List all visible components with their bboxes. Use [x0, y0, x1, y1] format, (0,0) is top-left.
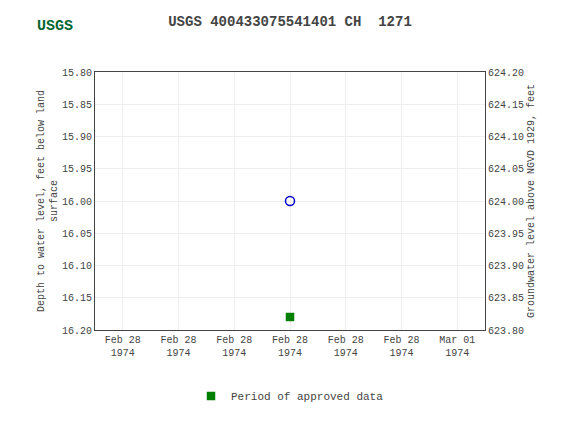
svg-text:15.95: 15.95 — [62, 164, 92, 175]
svg-text:Groundwater level above NGVD 1: Groundwater level above NGVD 1929, feet — [526, 84, 537, 318]
svg-text:16.20: 16.20 — [62, 326, 92, 337]
svg-text:624.10: 624.10 — [488, 132, 524, 143]
svg-text:624.00: 624.00 — [488, 197, 524, 208]
svg-text:Feb 281974: Feb 281974 — [383, 335, 419, 359]
svg-text:16.00: 16.00 — [62, 197, 92, 208]
svg-text:624.05: 624.05 — [488, 164, 524, 175]
svg-text:15.90: 15.90 — [62, 132, 92, 143]
svg-text:16.10: 16.10 — [62, 261, 92, 272]
svg-text:Period of approved data: Period of approved data — [231, 391, 383, 403]
svg-text:623.95: 623.95 — [488, 229, 524, 240]
svg-text:Feb 281974: Feb 281974 — [105, 335, 141, 359]
svg-text:16.15: 16.15 — [62, 293, 92, 304]
svg-text:Feb 281974: Feb 281974 — [161, 335, 197, 359]
svg-text:624.15: 624.15 — [488, 100, 524, 111]
svg-text:Feb 281974: Feb 281974 — [272, 335, 308, 359]
svg-text:Depth to water level, feet bel: Depth to water level, feet below landsur… — [36, 90, 60, 312]
svg-text:15.85: 15.85 — [62, 100, 92, 111]
svg-text:623.85: 623.85 — [488, 293, 524, 304]
svg-text:USGS: USGS — [37, 18, 73, 35]
svg-text:USGS 400433075541401 CH 1271: USGS 400433075541401 CH 1271 — [168, 14, 412, 30]
svg-text:Mar 011974: Mar 011974 — [439, 335, 475, 359]
svg-text:16.05: 16.05 — [62, 229, 92, 240]
svg-text:15.80: 15.80 — [62, 68, 92, 79]
svg-text:Feb 281974: Feb 281974 — [328, 335, 364, 359]
svg-text:624.20: 624.20 — [488, 68, 524, 79]
svg-text:623.80: 623.80 — [488, 326, 524, 337]
svg-text:Feb 281974: Feb 281974 — [216, 335, 252, 359]
svg-text:623.90: 623.90 — [488, 261, 524, 272]
